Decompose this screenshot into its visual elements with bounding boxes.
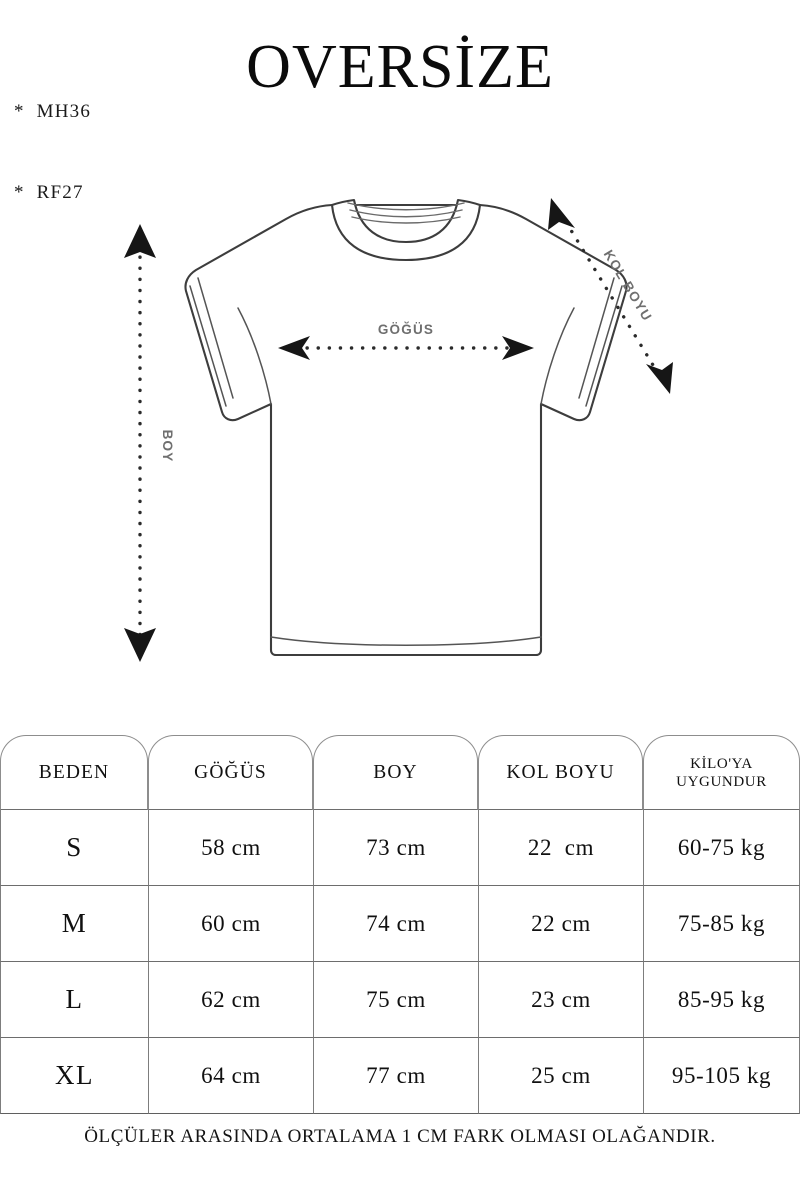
cell-sleeve: 23 cm	[478, 962, 643, 1038]
column-header-kiloya-line1: KİLO'YA	[690, 755, 753, 772]
cell-length: 74 cm	[313, 886, 478, 962]
page-title: OVERSİZE	[246, 33, 554, 101]
chest-dimension-label: GÖĞÜS	[378, 322, 434, 337]
cell-size: XL	[0, 1038, 148, 1114]
column-header-kiloya-uygundur: KİLO'YA UYGUNDUR	[643, 735, 800, 810]
product-code-1: * MH36	[14, 101, 92, 122]
column-header-kol-boyu: KOL BOYU	[478, 735, 643, 810]
table-row: L 62 cm 75 cm 23 cm 85-95 kg	[0, 962, 800, 1038]
column-header-kiloya-line2: UYGUNDUR	[676, 773, 767, 790]
cell-chest: 64 cm	[148, 1038, 313, 1114]
length-dimension-arrow: BOY	[124, 224, 175, 662]
cell-length: 77 cm	[313, 1038, 478, 1114]
table-row: S 58 cm 73 cm 22 cm 60-75 kg	[0, 810, 800, 886]
tshirt-outline-icon	[184, 198, 628, 657]
table-row: XL 64 cm 77 cm 25 cm 95-105 kg	[0, 1038, 800, 1114]
table-header-row: BEDEN GÖĞÜS BOY KOL BOYU KİLO'YA UYGUNDU…	[0, 735, 800, 810]
column-header-beden: BEDEN	[0, 735, 148, 810]
cell-sleeve: 22 cm	[478, 810, 643, 886]
measurement-tolerance-note: ÖLÇÜLER ARASINDA ORTALAMA 1 CM FARK OLMA…	[84, 1126, 716, 1147]
cell-chest: 62 cm	[148, 962, 313, 1038]
cell-weight: 85-95 kg	[643, 962, 800, 1038]
cell-size: S	[0, 810, 148, 886]
column-header-boy: BOY	[313, 735, 478, 810]
product-code-2: * RF27	[14, 182, 84, 203]
cell-weight: 95-105 kg	[643, 1038, 800, 1114]
product-codes: * MH36 * RF27	[14, 44, 91, 233]
cell-length: 73 cm	[313, 810, 478, 886]
table-row: M 60 cm 74 cm 22 cm 75-85 kg	[0, 886, 800, 962]
chest-dimension-arrow: GÖĞÜS	[278, 322, 534, 360]
cell-weight: 75-85 kg	[643, 886, 800, 962]
column-header-gogus: GÖĞÜS	[148, 735, 313, 810]
cell-sleeve: 25 cm	[478, 1038, 643, 1114]
length-dimension-label: BOY	[160, 430, 175, 463]
cell-weight: 60-75 kg	[643, 810, 800, 886]
cell-size: M	[0, 886, 148, 962]
tshirt-diagram: GÖĞÜS BOY KOL BOYU	[0, 150, 800, 710]
cell-length: 75 cm	[313, 962, 478, 1038]
cell-size: L	[0, 962, 148, 1038]
cell-chest: 60 cm	[148, 886, 313, 962]
size-chart-table: BEDEN GÖĞÜS BOY KOL BOYU KİLO'YA UYGUNDU…	[0, 735, 800, 1114]
cell-chest: 58 cm	[148, 810, 313, 886]
cell-sleeve: 22 cm	[478, 886, 643, 962]
